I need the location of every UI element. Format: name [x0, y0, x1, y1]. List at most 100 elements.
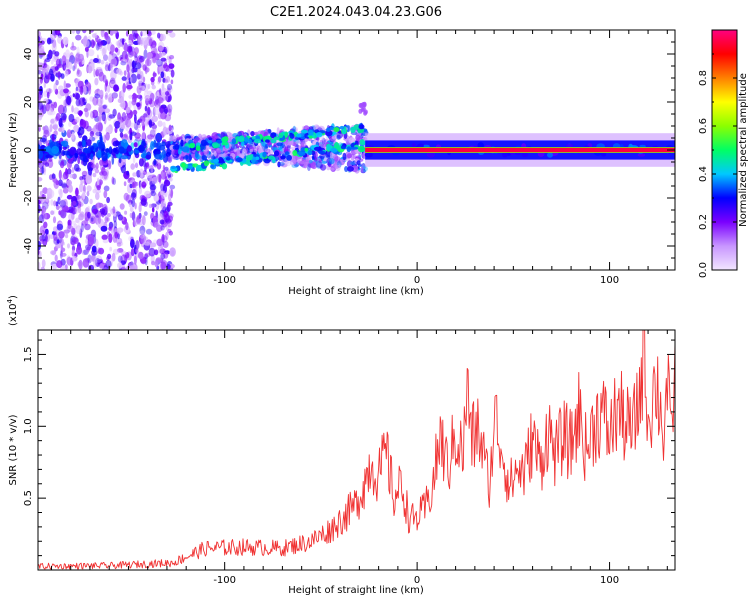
- heatmap-cell: [93, 258, 98, 268]
- heatmap-cell: [116, 227, 124, 233]
- heatmap-cell: [80, 179, 84, 185]
- heatmap-cell: [90, 153, 94, 161]
- colorbar-tick-label: 0.8: [698, 70, 709, 86]
- heatmap-cell: [141, 214, 146, 221]
- heatmap-cell: [43, 206, 46, 214]
- heatmap-cell: [185, 135, 192, 139]
- heatmap-cell: [130, 248, 135, 257]
- heatmap-cell: [213, 158, 220, 163]
- heatmap-cell: [71, 105, 74, 113]
- heatmap-cell: [62, 127, 65, 134]
- heatmap-cell: [156, 59, 163, 67]
- heatmap-cell: [45, 154, 53, 159]
- heatmap-cell: [286, 154, 292, 161]
- heatmap-cell: [154, 93, 157, 98]
- heatmap-cell: [93, 68, 96, 78]
- heatmap-cell: [38, 161, 45, 169]
- heatmap-cell: [170, 69, 175, 78]
- heatmap-cell: [125, 118, 132, 128]
- heatmap-cell: [147, 134, 154, 140]
- heatmap-cell: [111, 156, 115, 165]
- heatmap-cell: [131, 98, 135, 107]
- heatmap-cell: [95, 122, 102, 132]
- heatmap-cell: [120, 251, 128, 256]
- heatmap-cell: [47, 189, 55, 199]
- heatmap-cell: [167, 104, 173, 113]
- heatmap-cell: [76, 69, 82, 77]
- heatmap-cell: [173, 148, 180, 156]
- heatmap-cell: [105, 126, 112, 134]
- heatmap-cell: [128, 46, 135, 52]
- heatmap-cell: [141, 120, 145, 127]
- heatmap-cell: [94, 77, 99, 86]
- heatmap-cell: [134, 149, 140, 154]
- heatmap-cell: [57, 85, 64, 91]
- heatmap-cell: [102, 104, 108, 109]
- heatmap-x-tick-label: 100: [600, 275, 619, 286]
- snr-multiplier-base: (x10: [8, 303, 19, 326]
- heatmap-x-label: Height of straight line (km): [288, 286, 424, 297]
- heatmap-cell: [164, 114, 172, 122]
- heatmap-cell: [62, 36, 69, 46]
- heatmap-cell: [168, 108, 172, 117]
- heatmap-cell: [364, 152, 373, 158]
- heatmap-cell: [129, 212, 133, 218]
- heatmap-cell: [58, 169, 62, 180]
- heatmap-cell: [89, 130, 95, 137]
- heatmap-cell: [236, 148, 241, 157]
- heatmap-cell: [66, 168, 72, 175]
- heatmap-cell: [97, 247, 101, 255]
- heatmap-cell: [160, 112, 167, 120]
- heatmap-cell: [50, 32, 56, 40]
- heatmap-cell: [273, 136, 280, 141]
- heatmap-cell: [600, 152, 607, 157]
- heatmap-cell: [93, 58, 99, 63]
- heatmap-cell: [168, 124, 172, 132]
- heatmap-cell: [230, 143, 235, 152]
- heatmap-cell: [72, 200, 77, 206]
- heatmap-cell: [131, 181, 135, 189]
- heatmap-cell: [151, 176, 159, 185]
- heatmap-cell: [139, 181, 143, 189]
- heatmap-cell: [105, 260, 112, 269]
- heatmap-cell: [130, 264, 136, 270]
- heatmap-cell: [139, 168, 144, 178]
- heatmap-cell: [65, 168, 68, 176]
- heatmap-cell: [42, 54, 46, 61]
- heatmap-cell: [62, 150, 71, 156]
- heatmap-cell: [181, 150, 185, 156]
- heatmap-cell: [143, 49, 148, 59]
- heatmap-cell: [181, 162, 186, 168]
- heatmap-cell: [50, 59, 54, 65]
- heatmap-cell: [249, 148, 253, 153]
- heatmap-cell: [120, 260, 127, 266]
- heatmap-cell: [131, 99, 137, 106]
- heatmap-cell: [280, 155, 286, 160]
- snr-x-tick-label: 100: [600, 575, 619, 586]
- snr-frame: [37, 329, 676, 571]
- heatmap-cell: [63, 88, 69, 94]
- heatmap-cell: [94, 93, 101, 99]
- heatmap-cell: [245, 154, 253, 161]
- heatmap-cell: [104, 148, 110, 153]
- heatmap-cell: [148, 203, 153, 209]
- heatmap-cell: [116, 248, 124, 253]
- heatmap-cell: [237, 136, 244, 142]
- heatmap-cell: [59, 200, 67, 208]
- heatmap-cell: [165, 231, 169, 241]
- heatmap-cell: [168, 177, 173, 182]
- heatmap-cell: [140, 198, 147, 206]
- heatmap-cell: [51, 173, 56, 179]
- heatmap-cell: [119, 132, 124, 138]
- heatmap-cell: [153, 127, 157, 132]
- heatmap-cell: [326, 127, 331, 132]
- heatmap-cell: [171, 250, 175, 256]
- heatmap-cell: [79, 153, 87, 161]
- heatmap-cell: [103, 190, 108, 199]
- heatmap-cell: [125, 106, 131, 114]
- heatmap-cell: [140, 153, 146, 159]
- heatmap-cell: [90, 39, 95, 49]
- heatmap-cell: [318, 159, 322, 164]
- heatmap-cell: [334, 142, 339, 149]
